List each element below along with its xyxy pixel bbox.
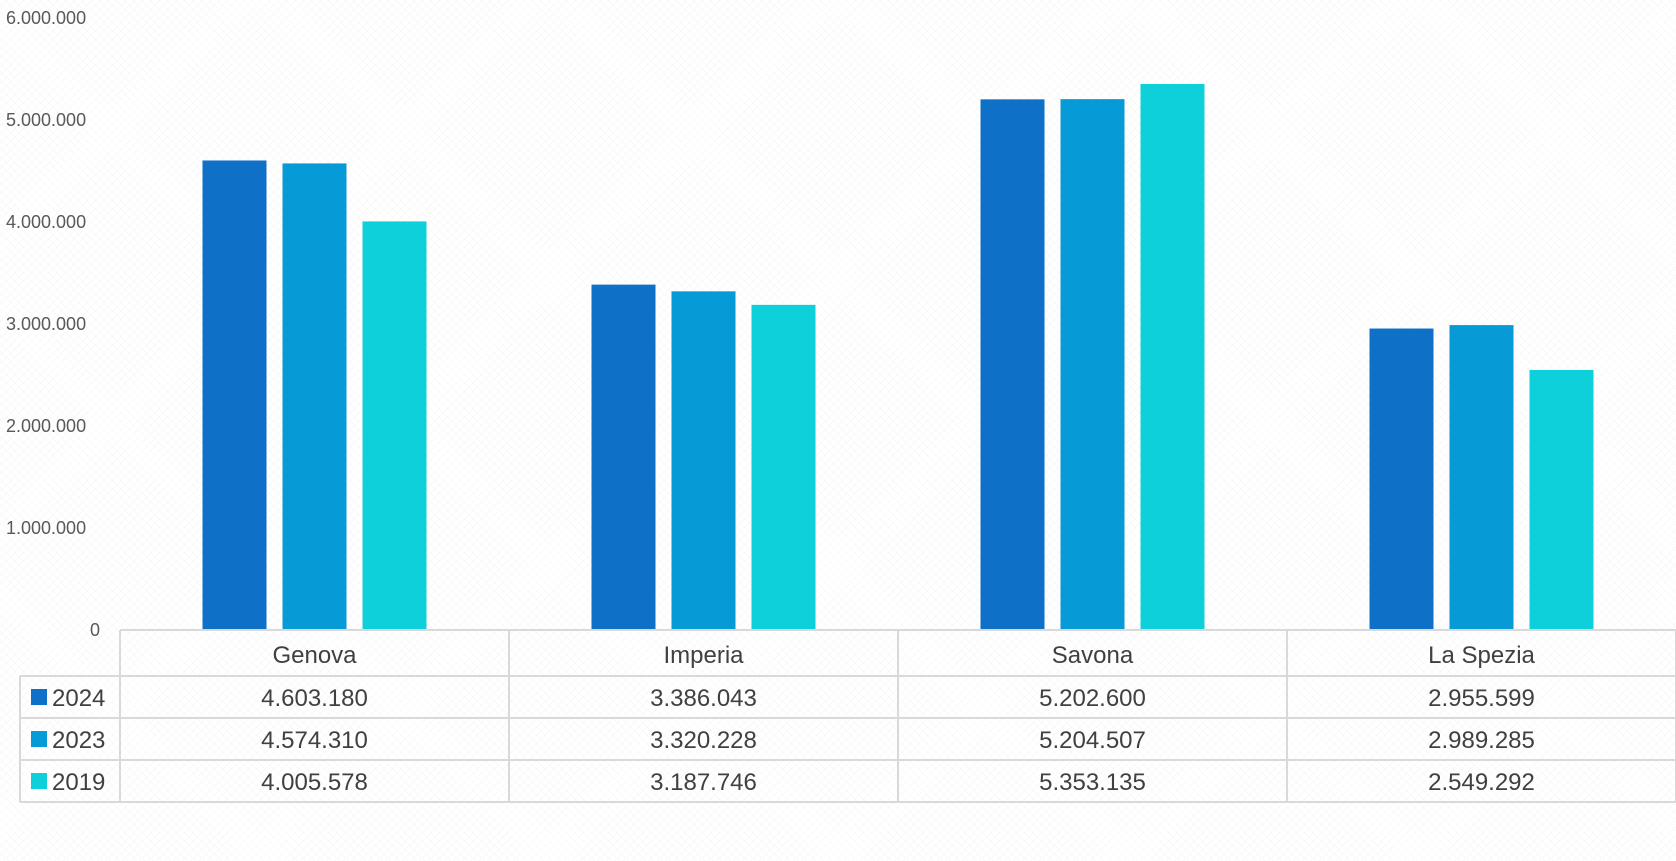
legend-label: 2023 — [52, 727, 105, 754]
data-label: 4.574.310 — [261, 727, 368, 754]
y-tick-label: 6.000.000 — [6, 8, 86, 28]
bar-2023-genova — [282, 163, 347, 630]
data-label: 2.955.599 — [1428, 685, 1535, 712]
x-category-label: La Spezia — [1428, 642, 1535, 669]
data-label: 3.187.746 — [650, 769, 757, 796]
y-tick-label: 4.000.000 — [6, 212, 86, 232]
bar-2024-genova — [202, 160, 267, 630]
x-category-label: Genova — [272, 642, 357, 669]
legend-label: 2019 — [52, 769, 105, 796]
legend-swatch-2019 — [31, 773, 47, 789]
y-axis: 0 1.000.000 2.000.000 3.000.000 4.000.000 5.0… — [6, 8, 100, 640]
legend-label: 2024 — [52, 685, 105, 712]
data-table: Genova Imperia Savona La Spezia 2024 4.603.18… — [19, 629, 1676, 803]
data-label: 2.989.285 — [1428, 727, 1535, 754]
bar-2024-imperia — [591, 284, 656, 630]
y-tick-label: 5.000.000 — [6, 110, 86, 130]
x-category-label: Savona — [1052, 642, 1134, 669]
y-tick-label: 0 — [90, 620, 100, 640]
bar-2019-imperia — [751, 304, 816, 630]
data-label: 5.202.600 — [1039, 685, 1146, 712]
bar-2019-savona — [1140, 83, 1205, 631]
data-label: 4.603.180 — [261, 685, 368, 712]
bar-2024-la-spezia — [1369, 328, 1434, 630]
data-label: 4.005.578 — [261, 769, 368, 796]
legend-swatch-2024 — [31, 689, 47, 705]
y-tick-label: 2.000.000 — [6, 416, 86, 436]
y-tick-label: 3.000.000 — [6, 314, 86, 334]
bar-2019-genova — [362, 221, 427, 631]
bar-2019-la-spezia — [1529, 369, 1594, 630]
data-label: 3.386.043 — [650, 685, 757, 712]
x-category-label: Imperia — [663, 642, 744, 669]
bar-2023-imperia — [671, 291, 736, 630]
data-label: 5.204.507 — [1039, 727, 1146, 754]
data-label: 5.353.135 — [1039, 769, 1146, 796]
bar-2023-la-spezia — [1449, 325, 1514, 630]
bar-2024-savona — [980, 99, 1045, 631]
legend-swatch-2023 — [31, 731, 47, 747]
bars — [202, 83, 1594, 631]
y-tick-label: 1.000.000 — [6, 518, 86, 538]
bar-2023-savona — [1060, 99, 1125, 631]
data-label: 3.320.228 — [650, 727, 757, 754]
data-label: 2.549.292 — [1428, 769, 1535, 796]
